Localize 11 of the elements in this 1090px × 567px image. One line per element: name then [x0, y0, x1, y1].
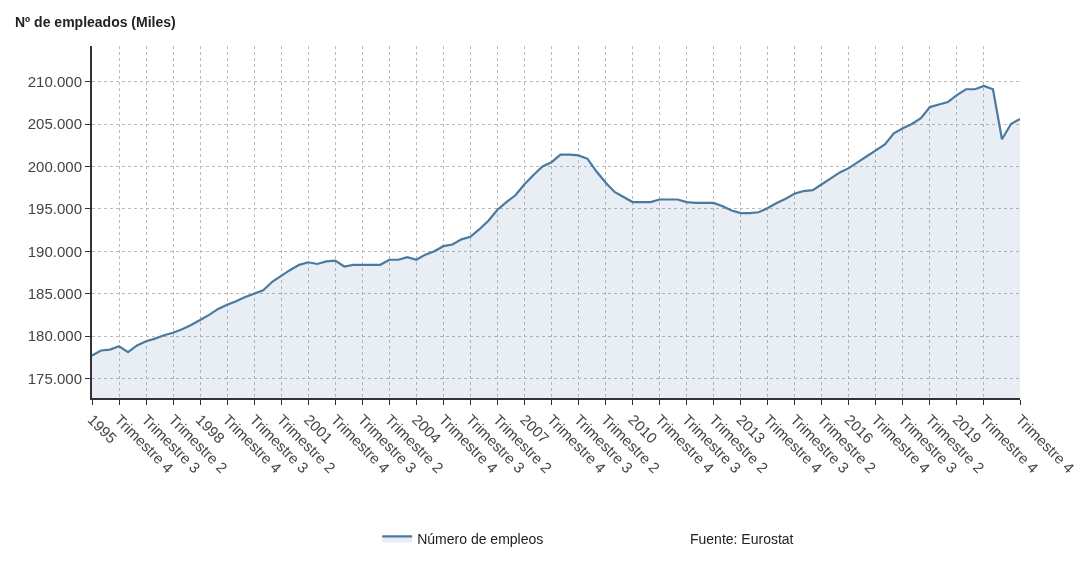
y-tick-label: 175.000: [27, 369, 82, 387]
legend-label: Número de empleos: [417, 530, 544, 547]
y-tick-label: 205.000: [27, 115, 82, 133]
y-tick-label: 190.000: [27, 242, 82, 260]
source-note: Fuente: Eurostat: [690, 531, 794, 547]
y-tick-label: 210.000: [27, 72, 82, 90]
y-tick-label: 180.000: [27, 327, 82, 345]
y-tick-label: 185.000: [27, 284, 82, 302]
y-tick-label: 195.000: [27, 200, 82, 218]
y-axis-title: Nº de empleados (Miles): [15, 14, 176, 30]
y-tick-label: 200.000: [27, 157, 82, 175]
